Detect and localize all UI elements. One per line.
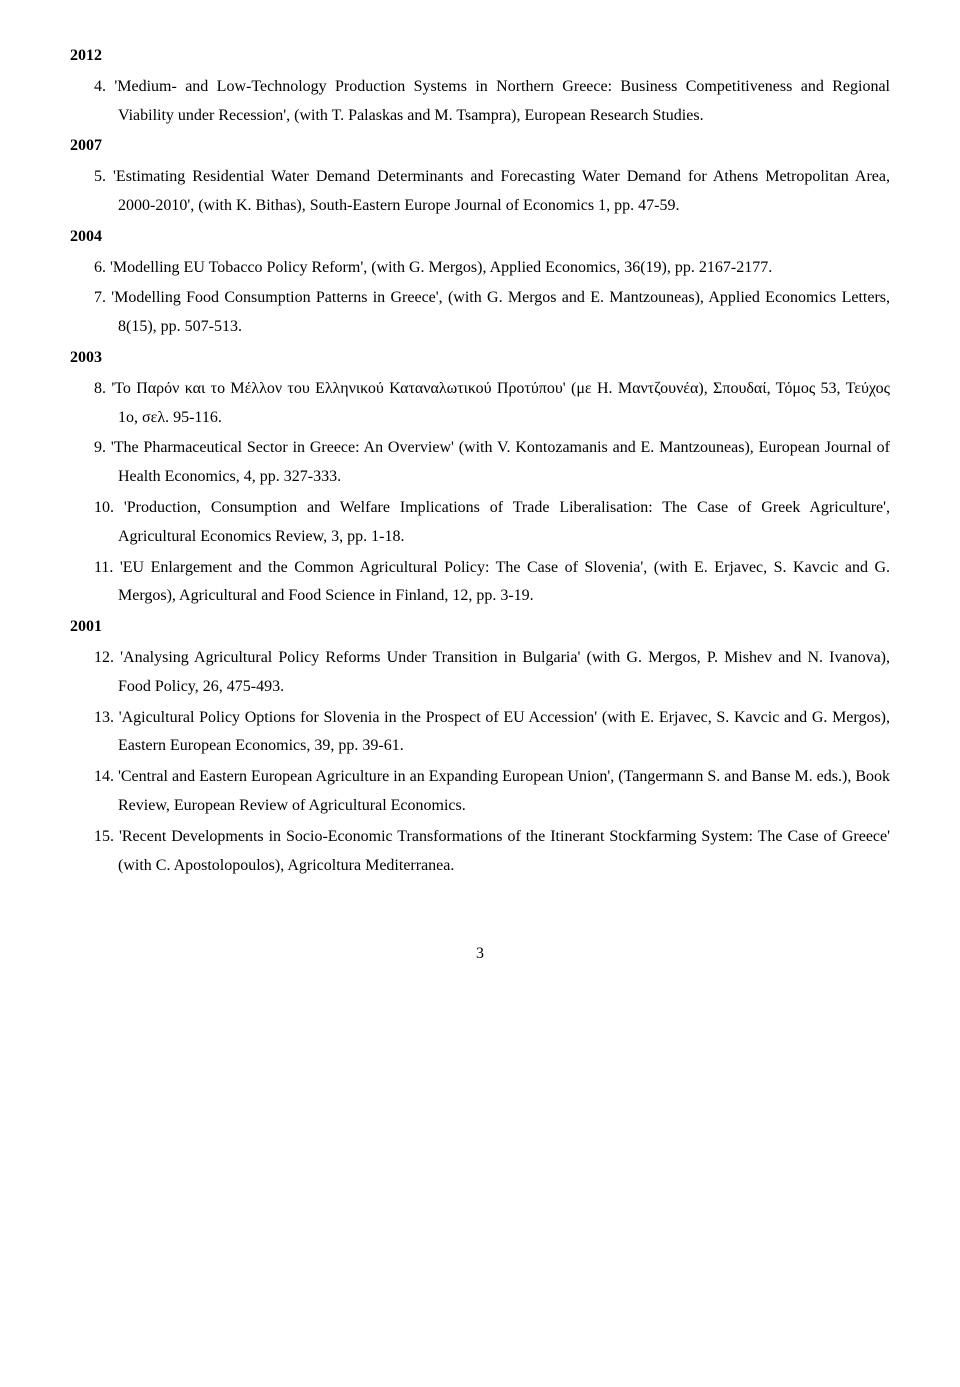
entry-12: 12. 'Analysing Agricultural Policy Refor… <box>70 644 890 702</box>
entry-13: 13. 'Agicultural Policy Options for Slov… <box>70 704 890 762</box>
entry-11: 11. 'EU Enlargement and the Common Agric… <box>70 554 890 612</box>
entry-4: 4. 'Medium- and Low-Technology Productio… <box>70 73 890 131</box>
year-2001: 2001 <box>70 613 890 642</box>
entry-14: 14. 'Central and Eastern European Agricu… <box>70 763 890 821</box>
page-number: 3 <box>70 940 890 969</box>
entry-6: 6. 'Modelling EU Tobacco Policy Reform',… <box>70 254 890 283</box>
entry-15: 15. 'Recent Developments in Socio-Econom… <box>70 823 890 881</box>
entry-9: 9. 'The Pharmaceutical Sector in Greece:… <box>70 434 890 492</box>
entry-8: 8. 'Το Παρόν και το Μέλλον του Ελληνικού… <box>70 375 890 433</box>
year-2004: 2004 <box>70 223 890 252</box>
year-2007: 2007 <box>70 132 890 161</box>
year-2003: 2003 <box>70 344 890 373</box>
year-2012: 2012 <box>70 42 890 71</box>
entry-5: 5. 'Estimating Residential Water Demand … <box>70 163 890 221</box>
entry-10: 10. 'Production, Consumption and Welfare… <box>70 494 890 552</box>
entry-7: 7. 'Modelling Food Consumption Patterns … <box>70 284 890 342</box>
